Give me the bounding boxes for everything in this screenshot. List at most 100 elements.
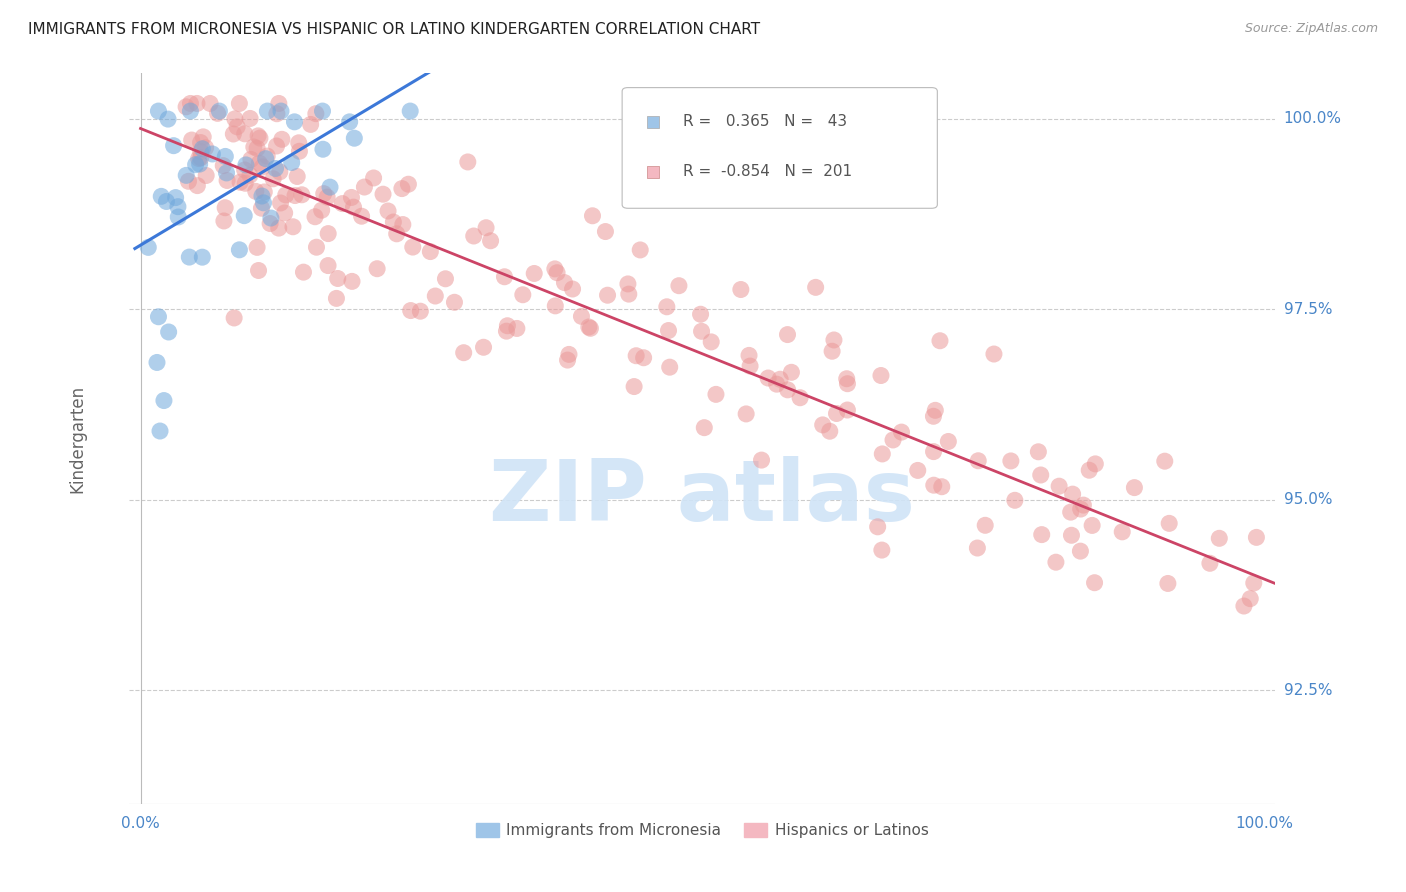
Point — [162, 138, 184, 153]
Point — [228, 243, 250, 257]
Point — [262, 171, 284, 186]
Point — [1045, 555, 1067, 569]
Point — [479, 234, 502, 248]
Text: ZIP atlas: ZIP atlas — [489, 456, 915, 539]
Point — [463, 229, 485, 244]
Point — [1004, 493, 1026, 508]
Point — [595, 225, 617, 239]
Point — [191, 142, 214, 156]
Point — [628, 243, 651, 257]
Point — [929, 334, 952, 348]
Point — [1159, 516, 1181, 531]
Point — [557, 353, 579, 368]
Point — [496, 318, 519, 333]
Point — [273, 206, 295, 220]
Point — [1083, 575, 1105, 590]
Point — [330, 196, 353, 211]
Point — [214, 201, 236, 215]
Point — [186, 178, 208, 193]
Point — [222, 127, 245, 141]
Point — [363, 171, 385, 186]
Point — [870, 368, 893, 383]
Point — [399, 303, 422, 318]
Point — [214, 149, 236, 163]
Point — [765, 377, 787, 392]
Point — [270, 196, 292, 211]
Point — [366, 261, 388, 276]
Point — [931, 480, 953, 494]
Point — [267, 221, 290, 235]
Point — [260, 211, 283, 225]
Point — [922, 478, 945, 492]
Text: R =   0.365   N =   43: R = 0.365 N = 43 — [683, 114, 846, 129]
Point — [252, 160, 274, 174]
Point — [544, 261, 567, 276]
Point — [1081, 518, 1104, 533]
Point — [546, 266, 568, 280]
Point — [311, 203, 333, 218]
Point — [190, 151, 212, 165]
Point — [287, 136, 309, 150]
Point — [1031, 527, 1053, 541]
Point — [270, 104, 292, 119]
Point — [339, 115, 361, 129]
Point — [245, 185, 267, 199]
Point — [907, 463, 929, 477]
Point — [208, 104, 231, 119]
Point — [305, 106, 328, 120]
Point — [866, 520, 889, 534]
Point — [228, 96, 250, 111]
Point — [596, 288, 619, 302]
Point — [247, 156, 270, 170]
Point — [419, 244, 441, 259]
Point — [579, 321, 602, 335]
Point — [623, 379, 645, 393]
Point — [544, 299, 567, 313]
Point — [506, 321, 529, 335]
Point — [256, 149, 278, 163]
Point — [1243, 576, 1265, 591]
Point — [179, 250, 201, 264]
Point — [1123, 481, 1146, 495]
Point — [1199, 556, 1222, 570]
Point — [789, 391, 811, 405]
Point — [1073, 498, 1095, 512]
Point — [305, 240, 328, 254]
Point — [180, 133, 202, 147]
Point — [274, 188, 297, 202]
Point — [434, 272, 457, 286]
Point — [624, 349, 647, 363]
Point — [1069, 544, 1091, 558]
Point — [350, 209, 373, 223]
Point — [233, 163, 256, 178]
Point — [495, 324, 517, 338]
Point — [1233, 599, 1256, 613]
Point — [578, 320, 600, 334]
Point — [155, 194, 177, 209]
Point — [1084, 457, 1107, 471]
Point — [453, 345, 475, 359]
Point — [254, 152, 277, 166]
Text: Source: ZipAtlas.com: Source: ZipAtlas.com — [1244, 22, 1378, 36]
Point — [312, 186, 335, 201]
Point — [325, 292, 347, 306]
Point — [249, 131, 271, 145]
Point — [690, 324, 713, 338]
Point — [266, 139, 288, 153]
Point — [924, 403, 946, 417]
Point — [443, 295, 465, 310]
Point — [229, 175, 252, 189]
Point — [472, 340, 495, 354]
Point — [270, 132, 292, 146]
Point — [776, 383, 799, 397]
Point — [823, 333, 845, 347]
Point — [340, 190, 363, 204]
Point — [195, 169, 218, 183]
Point — [247, 128, 270, 143]
Point — [264, 161, 287, 176]
Point — [247, 263, 270, 277]
Point — [1078, 463, 1101, 477]
Point — [399, 104, 422, 119]
Point — [967, 454, 990, 468]
Point — [872, 447, 894, 461]
